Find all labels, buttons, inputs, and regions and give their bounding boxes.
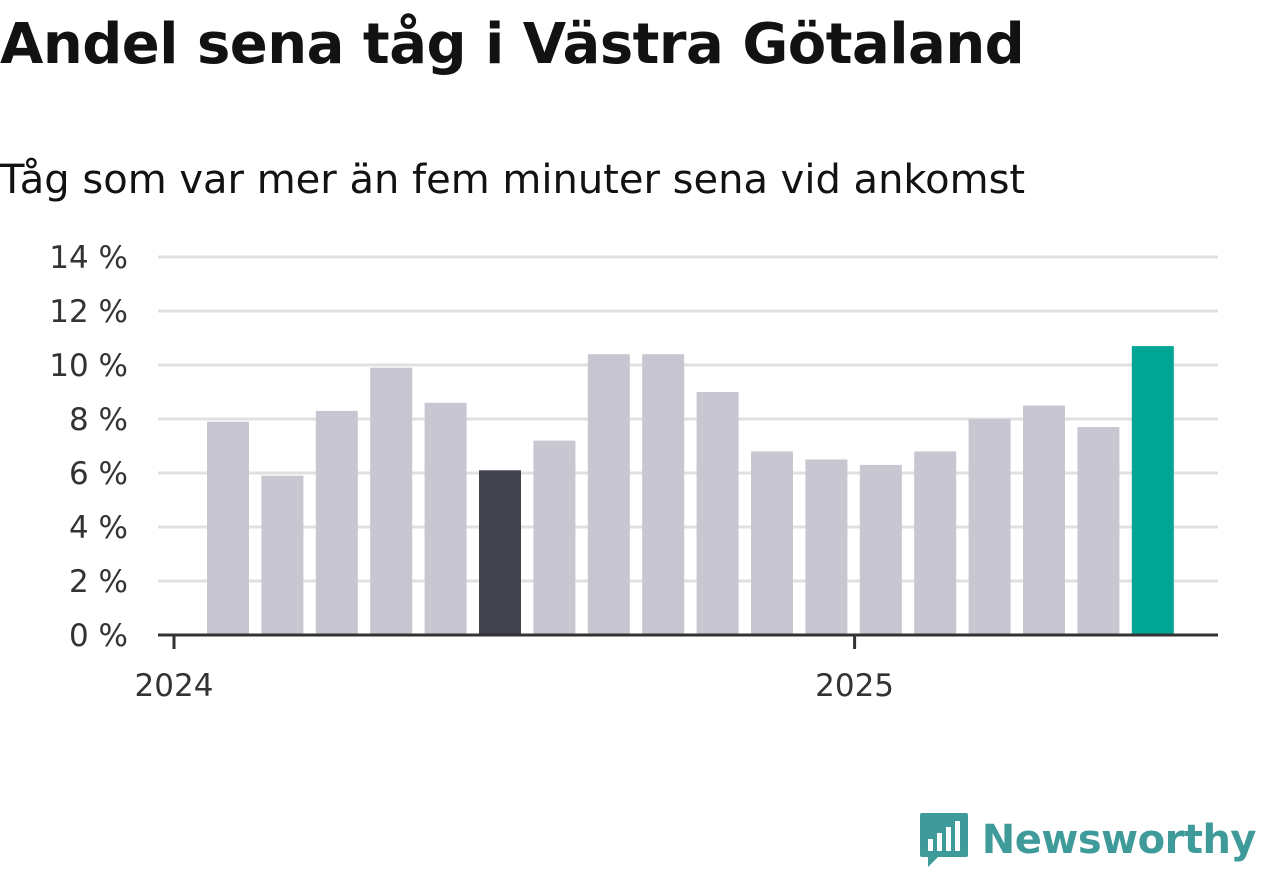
y-axis-labels: 0 % 2 % 4 % 6 % 8 % 10 % 12 % 14 % xyxy=(49,240,128,654)
bar xyxy=(751,451,793,635)
y-tick-label: 10 % xyxy=(49,348,128,384)
bar xyxy=(696,392,739,635)
bar xyxy=(642,354,685,635)
y-tick-label: 0 % xyxy=(69,618,128,654)
x-tick-label: 2025 xyxy=(815,668,894,704)
bar xyxy=(805,459,848,635)
chart-subtitle: Tåg som var mer än fem minuter sena vid … xyxy=(0,157,1026,203)
bar xyxy=(968,419,1011,635)
y-tick-label: 6 % xyxy=(69,456,128,492)
bar xyxy=(315,410,358,635)
bar xyxy=(587,354,630,635)
bar xyxy=(370,367,413,635)
bars xyxy=(207,346,1174,635)
chart-title: Andel sena tåg i Västra Götaland xyxy=(0,12,1025,77)
bar xyxy=(1131,346,1174,635)
x-axis-labels: 2024 2025 xyxy=(135,668,895,704)
newsworthy-logo: Newsworthy xyxy=(918,811,1257,869)
bar xyxy=(261,475,304,635)
x-axis xyxy=(158,633,1218,649)
y-tick-label: 4 % xyxy=(69,510,128,546)
y-tick-label: 8 % xyxy=(69,402,128,438)
bar xyxy=(207,421,249,635)
y-tick-label: 12 % xyxy=(49,294,128,330)
bar xyxy=(479,470,521,635)
newsworthy-logo-icon xyxy=(919,813,968,867)
bar xyxy=(914,451,957,635)
bar xyxy=(1023,405,1065,635)
bar xyxy=(1077,427,1120,635)
brand-name: Newsworthy xyxy=(981,817,1257,863)
bar xyxy=(859,464,902,635)
y-tick-label: 2 % xyxy=(69,564,128,600)
y-tick-label: 14 % xyxy=(49,240,128,276)
bar xyxy=(424,402,467,635)
bar xyxy=(533,440,576,635)
x-tick-label: 2024 xyxy=(135,668,214,704)
